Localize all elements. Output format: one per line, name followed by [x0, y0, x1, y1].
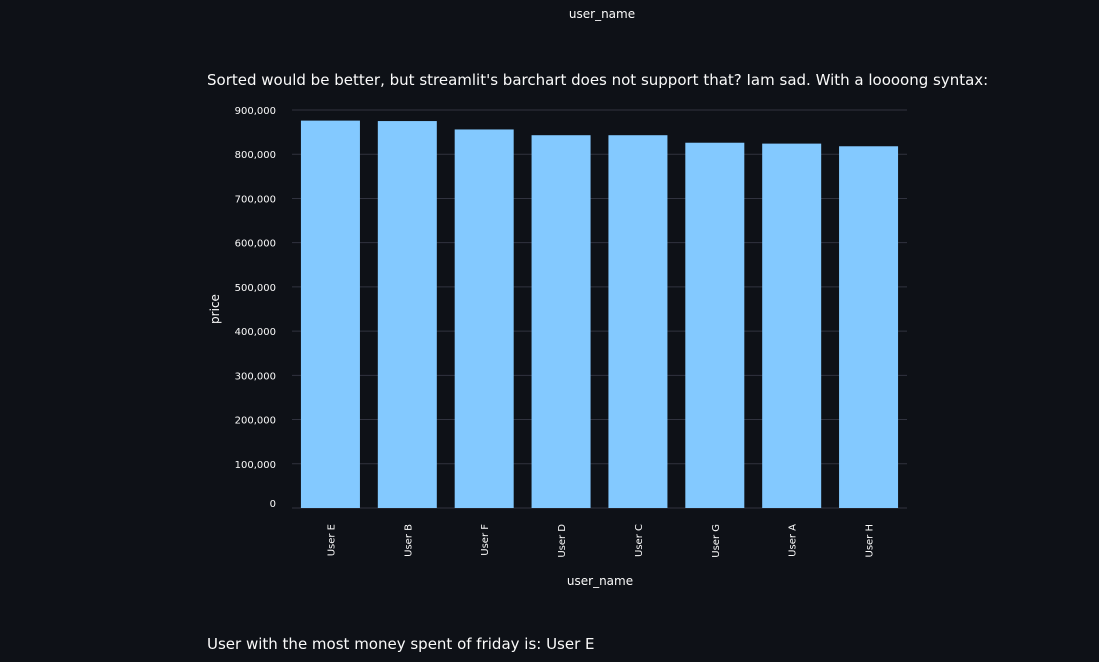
bar-user-c[interactable] [608, 135, 668, 508]
bar-user-b[interactable] [377, 121, 437, 509]
y-tick-label: 200,000 [235, 416, 276, 427]
x-tick-label: User A [788, 524, 799, 557]
x-tick-label: User D [557, 524, 568, 558]
bar-user-d[interactable] [531, 135, 591, 508]
bar-user-h[interactable] [839, 146, 899, 509]
y-tick-label: 600,000 [235, 239, 276, 250]
bar-user-e[interactable] [300, 120, 360, 508]
x-tick-label: User E [326, 524, 337, 556]
x-tick-label: User H [865, 524, 876, 558]
y-tick-label: 900,000 [235, 106, 276, 117]
x-tick-label: User F [480, 524, 491, 556]
y-tick-label: 400,000 [235, 327, 276, 338]
x-tick-label: User C [634, 524, 645, 557]
y-tick-label: 700,000 [235, 194, 276, 205]
bars [300, 120, 899, 509]
previous-chart-x-axis-title: user_name [568, 7, 636, 21]
x-tick-label: User G [711, 524, 722, 558]
bar-user-g[interactable] [685, 142, 745, 509]
x-axis-title: user_name [567, 574, 633, 588]
y-tick-labels: 0 100,000 200,000 300,000 400,000 500,000 600,… [235, 106, 276, 510]
y-tick-label: 300,000 [235, 371, 276, 382]
x-tick-labels: User E User B User F User D User C User G User… [326, 524, 875, 558]
y-tick-label: 500,000 [235, 283, 276, 294]
bar-user-a[interactable] [762, 143, 822, 508]
y-tick-label: 100,000 [235, 460, 276, 471]
y-tick-label: 0 [270, 499, 276, 510]
x-tick-label: User B [403, 524, 414, 557]
y-axis-title: price [208, 294, 222, 324]
y-tick-label: 800,000 [235, 150, 276, 161]
chart-caption-text: Sorted would be better, but streamlit's … [207, 71, 989, 89]
bar-user-f[interactable] [454, 129, 514, 509]
result-text: User with the most money spent of friday… [207, 635, 595, 653]
